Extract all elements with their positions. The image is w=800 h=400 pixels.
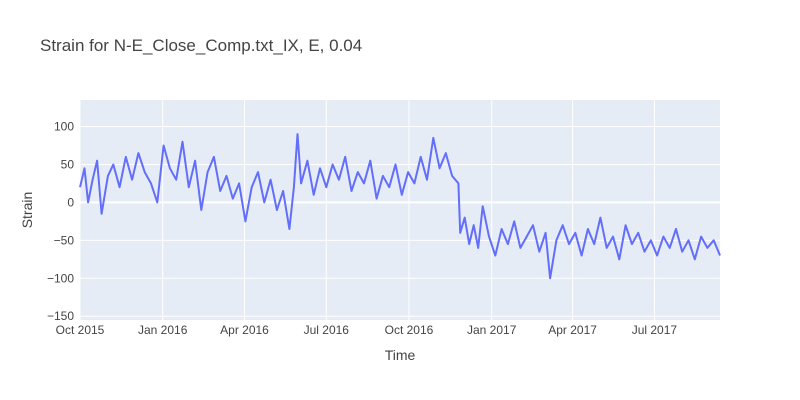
x-tick-label: Jul 2017 <box>632 323 678 337</box>
grid-lines <box>79 100 720 320</box>
x-axis-title: Time <box>385 347 416 363</box>
strain-series-line <box>79 133 721 280</box>
y-tick-label: −50 <box>54 233 75 247</box>
x-tick-label: Jan 2017 <box>467 323 517 337</box>
y-tick-label: −150 <box>47 309 74 323</box>
x-tick-label: Oct 2016 <box>385 323 434 337</box>
plot-area <box>80 100 720 320</box>
x-axis-ticks: Oct 2015 Jan 2016 Apr 2016 Jul 2016 Oct 2016… <box>56 323 678 337</box>
x-tick-label: Apr 2016 <box>220 323 269 337</box>
y-axis-title: Strain <box>19 192 35 229</box>
y-tick-label: −100 <box>47 271 74 285</box>
y-tick-label: 0 <box>67 195 74 209</box>
x-tick-label: Jul 2016 <box>304 323 350 337</box>
y-axis-ticks: −150 −100 −50 0 50 100 <box>47 120 74 324</box>
y-tick-label: 100 <box>54 120 74 134</box>
y-tick-label: 50 <box>61 157 75 171</box>
chart-title: Strain for N-E_Close_Comp.txt_IX, E, 0.0… <box>40 36 362 55</box>
series-layer <box>79 133 721 280</box>
x-tick-label: Apr 2017 <box>548 323 597 337</box>
x-tick-label: Oct 2015 <box>56 323 105 337</box>
x-tick-label: Jan 2016 <box>138 323 188 337</box>
